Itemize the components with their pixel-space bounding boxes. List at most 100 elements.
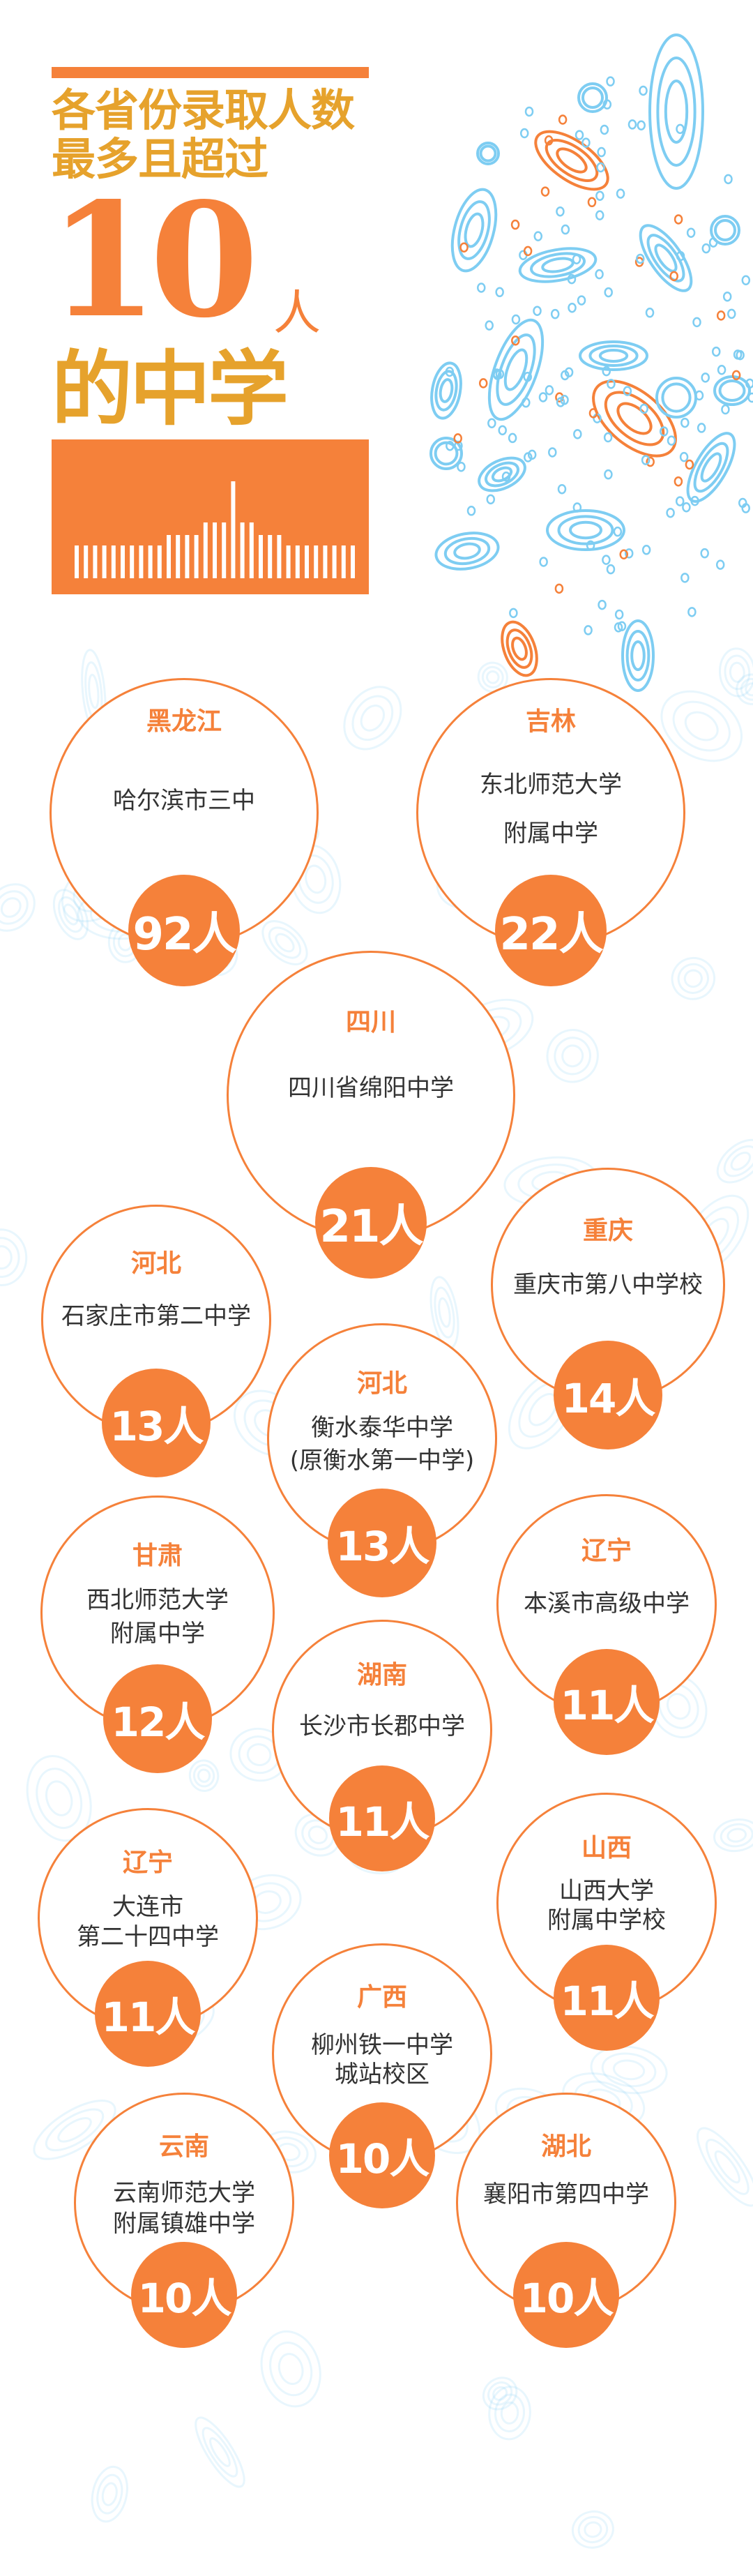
- count-badge: 10人: [513, 2242, 619, 2348]
- pattern-oval: [741, 275, 751, 285]
- pattern-oval: [590, 2045, 668, 2095]
- pattern-oval: [487, 318, 545, 421]
- school-name: 附属中学校: [547, 1906, 666, 1934]
- pattern-oval: [676, 123, 685, 135]
- pattern-oval: [446, 440, 455, 451]
- count-badge: 13人: [328, 1489, 436, 1597]
- pattern-oval: [606, 76, 615, 86]
- pattern-oval: [533, 306, 542, 316]
- school-name: 东北师范大学: [480, 771, 622, 799]
- bar-graphic-icon: [75, 481, 355, 578]
- province-label: 黑龙江: [146, 707, 222, 736]
- pattern-oval: [595, 190, 604, 201]
- pattern-oval: [277, 2353, 304, 2386]
- pattern-oval: [674, 214, 683, 225]
- bar-mark: [240, 522, 245, 578]
- bar-mark: [213, 522, 217, 578]
- pattern-oval: [654, 243, 678, 273]
- pattern-oval: [660, 690, 743, 762]
- province-label: 河北: [356, 1369, 407, 1398]
- pattern-oval: [598, 599, 607, 610]
- pattern-oval: [459, 242, 469, 253]
- pattern-oval: [541, 257, 575, 273]
- pattern-oval: [498, 425, 507, 436]
- province-label: 辽宁: [122, 1848, 173, 1877]
- title-line-3: 的中学: [52, 342, 289, 437]
- pattern-oval: [45, 2108, 105, 2152]
- pattern-oval: [524, 106, 534, 117]
- title-line-1: 各省份录取人数: [52, 85, 355, 136]
- count-badge: 22人: [495, 875, 607, 986]
- pattern-oval: [714, 219, 736, 241]
- pattern-oval: [561, 224, 570, 235]
- pattern-oval: [275, 933, 295, 953]
- pattern-oval: [716, 1138, 753, 1184]
- school-name: 附属中学: [110, 1620, 205, 1648]
- pattern-oval: [0, 883, 36, 932]
- pattern-oval: [740, 677, 753, 701]
- province-label: 湖南: [356, 1661, 407, 1689]
- province-label: 四川: [345, 1008, 396, 1037]
- pattern-oval: [674, 476, 683, 487]
- pattern-oval: [445, 366, 455, 377]
- pattern-oval: [693, 442, 729, 493]
- pattern-oval: [720, 1823, 753, 1848]
- pattern-oval: [586, 540, 595, 551]
- pattern-oval: [617, 621, 627, 631]
- pattern-oval: [721, 404, 730, 415]
- pattern-oval: [595, 210, 604, 220]
- pattern-oval: [0, 897, 22, 918]
- pattern-oval: [595, 269, 604, 280]
- bar-mark: [194, 535, 199, 578]
- pattern-oval: [209, 2437, 231, 2467]
- count-badge: 11人: [95, 1961, 201, 2067]
- pattern-oval: [641, 545, 651, 555]
- pattern-oval: [268, 926, 302, 959]
- pattern-oval: [511, 335, 520, 346]
- pattern-oval: [717, 365, 727, 375]
- pattern-oval: [486, 494, 496, 505]
- pattern-oval: [510, 219, 520, 230]
- pattern-oval: [557, 483, 567, 495]
- pattern-oval: [646, 234, 685, 283]
- pattern-oval: [434, 441, 459, 466]
- pattern-oval: [639, 403, 648, 414]
- pattern-oval: [481, 665, 504, 688]
- school-name: 附属镇雄中学: [113, 2210, 255, 2238]
- pattern-oval: [554, 583, 564, 594]
- bar-mark: [305, 545, 309, 578]
- count-badge: 10人: [131, 2242, 237, 2348]
- pattern-oval: [511, 314, 521, 325]
- pattern-oval: [588, 345, 639, 367]
- pattern-oval: [625, 630, 651, 681]
- pattern-oval: [592, 379, 677, 458]
- pattern-oval: [646, 456, 655, 467]
- pattern-oval: [519, 128, 529, 139]
- pattern-oval: [701, 372, 710, 383]
- pattern-oval: [443, 536, 491, 566]
- title-big-number: 10: [49, 169, 259, 353]
- bar-mark: [176, 535, 181, 578]
- pattern-oval: [533, 231, 543, 241]
- pattern-oval: [731, 370, 741, 381]
- pattern-oval: [584, 2521, 602, 2538]
- pattern-oval: [540, 186, 550, 197]
- pattern-oval: [604, 287, 613, 298]
- pattern-oval: [457, 461, 466, 472]
- school-name: 城站校区: [335, 2061, 429, 2088]
- count-badge: 12人: [103, 1664, 212, 1773]
- school-card: [40, 1496, 275, 1730]
- pattern-oval: [487, 2381, 513, 2406]
- bar-mark: [295, 545, 300, 578]
- bar-mark: [351, 545, 355, 578]
- pattern-oval: [511, 636, 528, 661]
- pattern-oval: [602, 555, 611, 565]
- school-name: 四川省绵阳中学: [288, 1074, 454, 1102]
- pattern-oval: [52, 889, 89, 940]
- bar-mark: [203, 522, 208, 578]
- school-name: 哈尔滨市三中: [113, 787, 255, 815]
- pattern-oval: [679, 451, 689, 462]
- count-badge: 11人: [329, 1765, 435, 1871]
- pattern-oval: [558, 114, 568, 125]
- pattern-oval: [579, 340, 648, 371]
